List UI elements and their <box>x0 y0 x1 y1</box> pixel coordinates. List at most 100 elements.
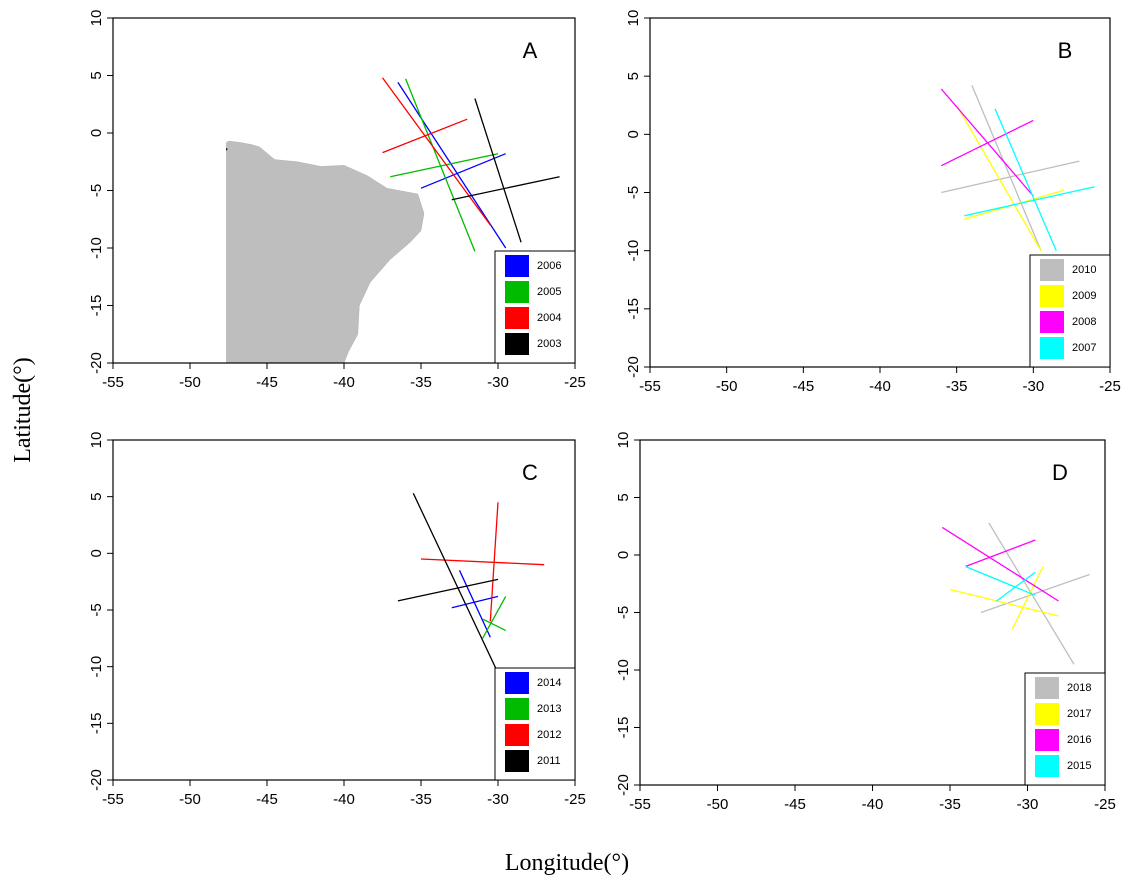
legend-swatch <box>505 255 529 277</box>
x-tick-label: -35 <box>410 791 432 808</box>
y-tick-label: 10 <box>88 10 105 27</box>
x-tick-label: -50 <box>716 378 738 395</box>
y-tick-label: -15 <box>625 298 642 320</box>
legend-swatch <box>505 698 529 720</box>
y-tick-label: 10 <box>615 432 632 449</box>
x-tick-label: -55 <box>629 796 651 813</box>
y-tick-label: -10 <box>88 656 105 678</box>
land <box>640 487 953 785</box>
legend-label: 2004 <box>537 312 561 324</box>
legend-label: 2006 <box>537 260 561 272</box>
y-tick-label: -5 <box>625 186 642 199</box>
x-tick-label: -55 <box>639 378 661 395</box>
legend-swatch <box>505 724 529 746</box>
x-tick-label: -50 <box>179 374 201 391</box>
y-tick-label: 5 <box>88 71 105 79</box>
legend-swatch <box>505 307 529 329</box>
y-tick-label: -15 <box>88 712 105 734</box>
y-tick-label: -5 <box>615 606 632 619</box>
y-tick-label: -20 <box>88 769 105 791</box>
transect-line <box>964 108 1095 251</box>
y-tick-label: -5 <box>88 184 105 197</box>
transect-line <box>390 78 499 252</box>
transect-line <box>451 98 560 243</box>
land <box>650 66 960 367</box>
legend-swatch <box>505 281 529 303</box>
y-tick-label: 10 <box>625 10 642 27</box>
y-tick-label: -15 <box>615 717 632 739</box>
transect-line <box>949 566 1059 631</box>
x-tick-label: -55 <box>102 374 124 391</box>
transect-line <box>941 526 1059 602</box>
legend-swatch <box>505 750 529 772</box>
legend-label: 2015 <box>1067 760 1091 772</box>
x-tick-label: -45 <box>256 374 278 391</box>
x-tick-label: -35 <box>410 374 432 391</box>
x-tick-label: -40 <box>333 374 355 391</box>
x-tick-label: -40 <box>333 791 355 808</box>
y-tick-label: -20 <box>625 356 642 378</box>
map-panel: -55 -50 -45 -40 -35 -30 -25-20-15-10-50510C201… <box>88 432 586 808</box>
panel-label: D <box>1052 460 1068 485</box>
transect-line <box>980 522 1090 665</box>
transect-line <box>941 85 1080 251</box>
y-tick-label: -10 <box>88 237 105 259</box>
y-tick-label: 0 <box>88 549 105 557</box>
transect-line <box>940 88 1034 197</box>
map-panel: -55 -50 -45 -40 -35 -30 -25-20-15-10-50510B201… <box>625 10 1121 395</box>
y-tick-label: -10 <box>615 659 632 681</box>
x-tick-label: -30 <box>1022 378 1044 395</box>
transect-line <box>381 77 491 226</box>
legend-label: 2014 <box>537 677 561 689</box>
panel-label: A <box>523 38 538 63</box>
y-tick-label: 0 <box>615 551 632 559</box>
y-tick-label: -15 <box>88 295 105 317</box>
x-tick-label: -55 <box>102 791 124 808</box>
map-panel: -55 -50 -45 -40 -35 -30 -25-20-15-10-50510A200… <box>88 10 586 391</box>
legend-label: 2013 <box>537 703 561 715</box>
x-tick-label: -25 <box>1099 378 1121 395</box>
legend-swatch <box>1040 311 1064 333</box>
y-tick-label: 5 <box>88 492 105 500</box>
x-tick-label: -35 <box>946 378 968 395</box>
legend-swatch <box>1040 337 1064 359</box>
legend-label: 2010 <box>1072 264 1096 276</box>
x-tick-label: -45 <box>256 791 278 808</box>
x-tick-label: -30 <box>487 374 509 391</box>
legend-label: 2009 <box>1072 290 1096 302</box>
x-tick-label: -40 <box>862 796 884 813</box>
legend-label: 2016 <box>1067 734 1091 746</box>
y-tick-label: -20 <box>88 352 105 374</box>
y-tick-label: -20 <box>615 774 632 796</box>
transect-line <box>420 502 545 622</box>
legend-label: 2003 <box>537 338 561 350</box>
legend-label: 2012 <box>537 729 561 741</box>
transect-line <box>482 596 507 639</box>
legend-swatch <box>505 672 529 694</box>
transect-line <box>397 493 507 690</box>
x-tick-label: -50 <box>707 796 729 813</box>
legend-label: 2017 <box>1067 708 1091 720</box>
legend-swatch <box>1040 285 1064 307</box>
x-tick-label: -45 <box>784 796 806 813</box>
legend-label: 2018 <box>1067 682 1091 694</box>
legend-swatch <box>1035 729 1059 751</box>
x-axis-title: Longitude(°) <box>505 850 629 876</box>
legend-swatch <box>1035 677 1059 699</box>
legend-swatch <box>1035 755 1059 777</box>
x-tick-label: -25 <box>564 374 586 391</box>
y-tick-label: 0 <box>625 130 642 138</box>
legend-label: 2007 <box>1072 342 1096 354</box>
y-tick-label: 5 <box>625 72 642 80</box>
x-tick-label: -40 <box>869 378 891 395</box>
panel-label: B <box>1058 38 1073 63</box>
y-axis-title: Latitude(°) <box>10 357 36 463</box>
legend-swatch <box>1040 259 1064 281</box>
x-tick-label: -25 <box>1094 796 1116 813</box>
x-tick-label: -30 <box>487 791 509 808</box>
legend-swatch <box>505 333 529 355</box>
legend-label: 2008 <box>1072 316 1096 328</box>
legend-label: 2011 <box>537 755 561 767</box>
map-panel: -55 -50 -45 -40 -35 -30 -25-20-15-10-50510D201… <box>615 432 1116 813</box>
